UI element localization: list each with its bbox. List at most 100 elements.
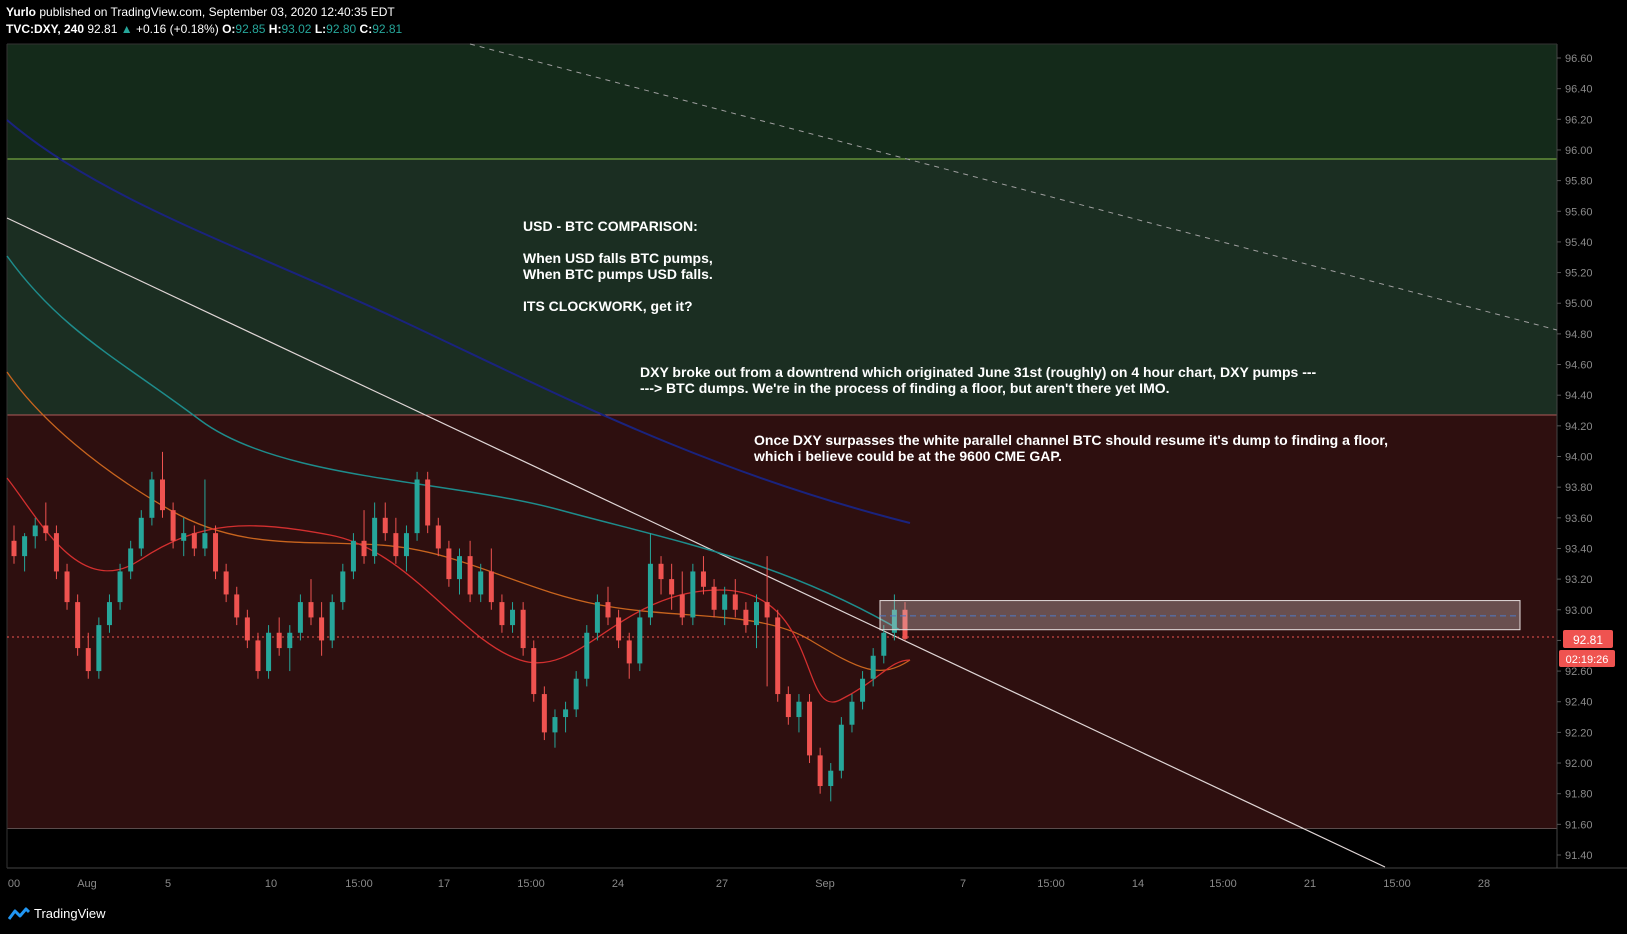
candle-body: [75, 602, 81, 649]
candle-body: [563, 709, 569, 718]
symbol-label[interactable]: TVC:DXY, 240: [6, 22, 85, 36]
candle-body: [658, 563, 664, 580]
x-tick-label: 14: [1132, 878, 1144, 890]
countdown-badge: [1559, 650, 1615, 667]
candle-body: [552, 717, 558, 733]
y-tick-label: 94.80: [1565, 329, 1593, 341]
y-tick-label: 94.40: [1565, 390, 1593, 402]
x-tick-label: 10: [265, 878, 277, 890]
x-tick-label: 00: [8, 878, 20, 890]
y-tick-label: 91.40: [1565, 850, 1593, 862]
green-zone: [7, 160, 1557, 415]
y-tick-label: 93.40: [1565, 543, 1593, 555]
y-tick-label: 92.60: [1565, 666, 1593, 678]
candle-body: [22, 536, 28, 557]
candle-body: [191, 533, 197, 549]
y-tick-label: 93.00: [1565, 605, 1593, 617]
candle-body: [403, 533, 409, 557]
candle-body: [860, 678, 866, 702]
candle-body: [690, 571, 696, 618]
author-name[interactable]: Yurlo: [6, 5, 37, 19]
candle-body: [64, 571, 70, 603]
candle-body: [170, 510, 176, 541]
y-tick-label: 94.60: [1565, 360, 1593, 372]
close-label: C:: [359, 22, 373, 36]
candles-group: [11, 451, 908, 802]
annotation-channel[interactable]: Once DXY surpasses the white parallel ch…: [754, 432, 1388, 464]
change-value: +0.16 (+0.18%): [135, 22, 219, 36]
candle-body: [414, 479, 420, 534]
candle-body: [372, 517, 378, 557]
candle-body: [43, 525, 49, 534]
candle-body: [446, 548, 452, 580]
annotation-breakout[interactable]: DXY broke out from a downtrend which ori…: [640, 364, 1317, 396]
candle-body: [223, 571, 229, 595]
y-tick-label: 96.00: [1565, 145, 1593, 157]
candle-body: [828, 770, 834, 787]
candle-body: [669, 579, 675, 595]
candle-body: [160, 479, 165, 511]
y-tick-label: 95.40: [1565, 237, 1593, 249]
y-tick-label: 94.00: [1565, 452, 1593, 464]
annotation-comparison[interactable]: USD - BTC COMPARISON: When USD falls BTC…: [523, 218, 713, 314]
last-value: 92.81: [87, 22, 118, 36]
candle-body: [637, 617, 643, 664]
candle-body: [626, 640, 632, 664]
candle-body: [647, 563, 653, 618]
open-value: 92.85: [235, 22, 266, 36]
x-tick-label: 7: [960, 878, 966, 890]
candle-body: [679, 594, 685, 618]
footer-brand[interactable]: TradingView: [8, 906, 106, 921]
candle-body: [499, 602, 505, 626]
x-tick-label: Aug: [77, 878, 97, 890]
tradingview-logo-icon: [8, 907, 30, 920]
candle-body: [785, 694, 791, 718]
candle-body: [149, 479, 155, 518]
y-tick-label: 91.60: [1565, 819, 1593, 831]
countdown-badge-text: 02:19:26: [1566, 654, 1609, 666]
candle-body: [106, 602, 112, 626]
white-trendline: [6, 217, 1386, 868]
y-tick-label: 92.20: [1565, 727, 1593, 739]
candle-body: [266, 632, 272, 672]
high-value: 93.02: [281, 22, 312, 36]
open-label: O:: [222, 22, 236, 36]
candle-body: [297, 602, 303, 633]
candle-body: [743, 609, 749, 626]
candle-body: [467, 556, 473, 595]
candle-body: [541, 694, 547, 733]
y-tick-label: 95.00: [1565, 298, 1593, 310]
candle-body: [722, 594, 728, 610]
x-tick-label: 15:00: [1209, 878, 1237, 890]
candle-body: [11, 540, 17, 557]
y-tick-label: 93.60: [1565, 513, 1593, 525]
x-tick-label: Sep: [815, 878, 835, 890]
candle-body: [817, 755, 823, 787]
x-tick-label: 24: [612, 878, 624, 890]
candle-body: [340, 571, 346, 603]
candle-body: [711, 586, 717, 610]
candle-body: [255, 640, 261, 672]
last-price-badge-text: 92.81: [1573, 633, 1603, 647]
candle-body: [138, 517, 144, 549]
candle-body: [202, 533, 208, 549]
x-tick-label: 15:00: [345, 878, 373, 890]
candle-body: [807, 701, 813, 756]
candle-body: [308, 602, 314, 618]
y-tick-label: 93.80: [1565, 482, 1593, 494]
candle-body: [425, 479, 431, 526]
candle-body: [594, 602, 600, 633]
candle-body: [329, 602, 335, 641]
y-tick-label: 96.40: [1565, 84, 1593, 96]
candle-body: [32, 525, 38, 537]
y-tick-label: 91.80: [1565, 789, 1593, 801]
candle-body: [53, 533, 59, 572]
candle-body: [181, 533, 187, 541]
candle-body: [616, 617, 622, 641]
last-price-badge: [1563, 630, 1613, 648]
candle-body: [117, 571, 123, 603]
candle-body: [700, 571, 706, 587]
publish-info: published on TradingView.com, September …: [39, 5, 395, 19]
candle-body: [213, 533, 219, 572]
